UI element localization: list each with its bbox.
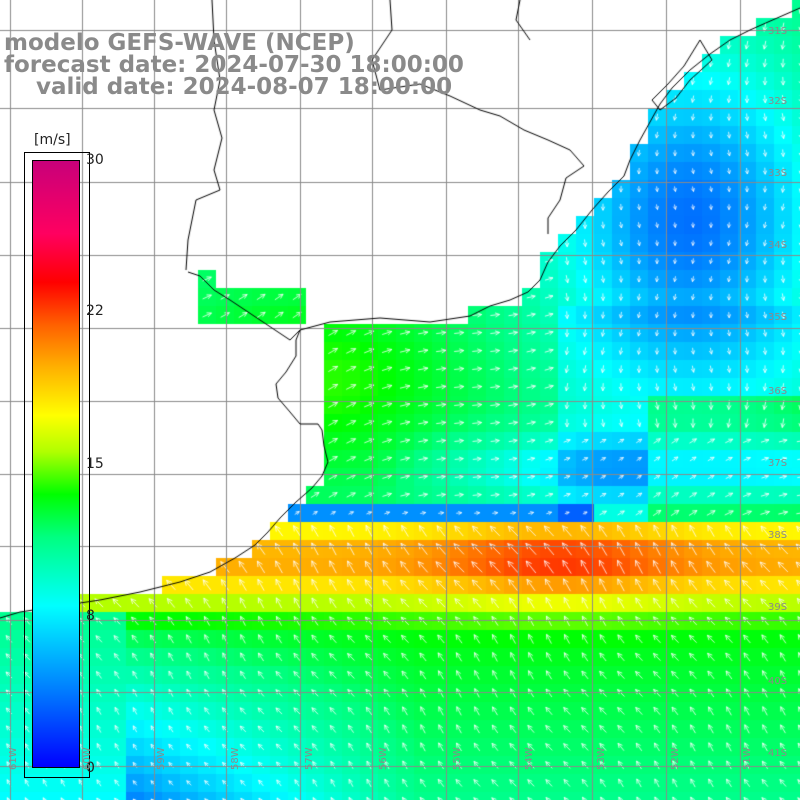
colorbar-unit: [m/s] — [34, 132, 71, 148]
colorbar-tick-30: 30 — [86, 152, 104, 168]
colorbar-tick-22: 22 — [86, 303, 104, 319]
lat-label: 35S — [768, 312, 788, 323]
lat-label: 33S — [768, 168, 788, 179]
lon-label: 54W — [524, 747, 535, 770]
lat-label: 39S — [768, 602, 788, 613]
lon-label: 52W — [670, 747, 681, 770]
lon-label: 58W — [230, 747, 241, 770]
lon-label: 61W — [8, 747, 19, 770]
lon-label: 60W — [82, 747, 93, 770]
title-forecast-date: forecast date: 2024-07-30 18:00:00 — [4, 52, 464, 78]
lat-label: 38S — [768, 530, 788, 541]
title-model: modelo GEFS-WAVE (NCEP) — [4, 30, 355, 56]
colorbar-tick-8: 8 — [86, 608, 95, 624]
lon-label: 51W — [742, 747, 753, 770]
lat-label: 41S — [768, 748, 788, 759]
colorbar-tick-15: 15 — [86, 456, 104, 472]
colorbar-frame — [24, 152, 90, 778]
lon-label: 57W — [304, 747, 315, 770]
title-valid-date: valid date: 2024-08-07 18:00:00 — [4, 74, 453, 100]
lon-label: 59W — [156, 747, 167, 770]
colorbar-tick-0: 0 — [86, 760, 95, 776]
lat-label: 34S — [768, 240, 788, 251]
lat-label: 40S — [768, 676, 788, 687]
lat-label: 36S — [768, 386, 788, 397]
lat-label: 37S — [768, 458, 788, 469]
lon-label: 56W — [378, 747, 389, 770]
colorbar — [32, 160, 80, 768]
lon-label: 55W — [452, 747, 463, 770]
lat-label: 31S — [768, 26, 788, 37]
lon-label: 53W — [596, 747, 607, 770]
lat-label: 32S — [768, 96, 788, 107]
